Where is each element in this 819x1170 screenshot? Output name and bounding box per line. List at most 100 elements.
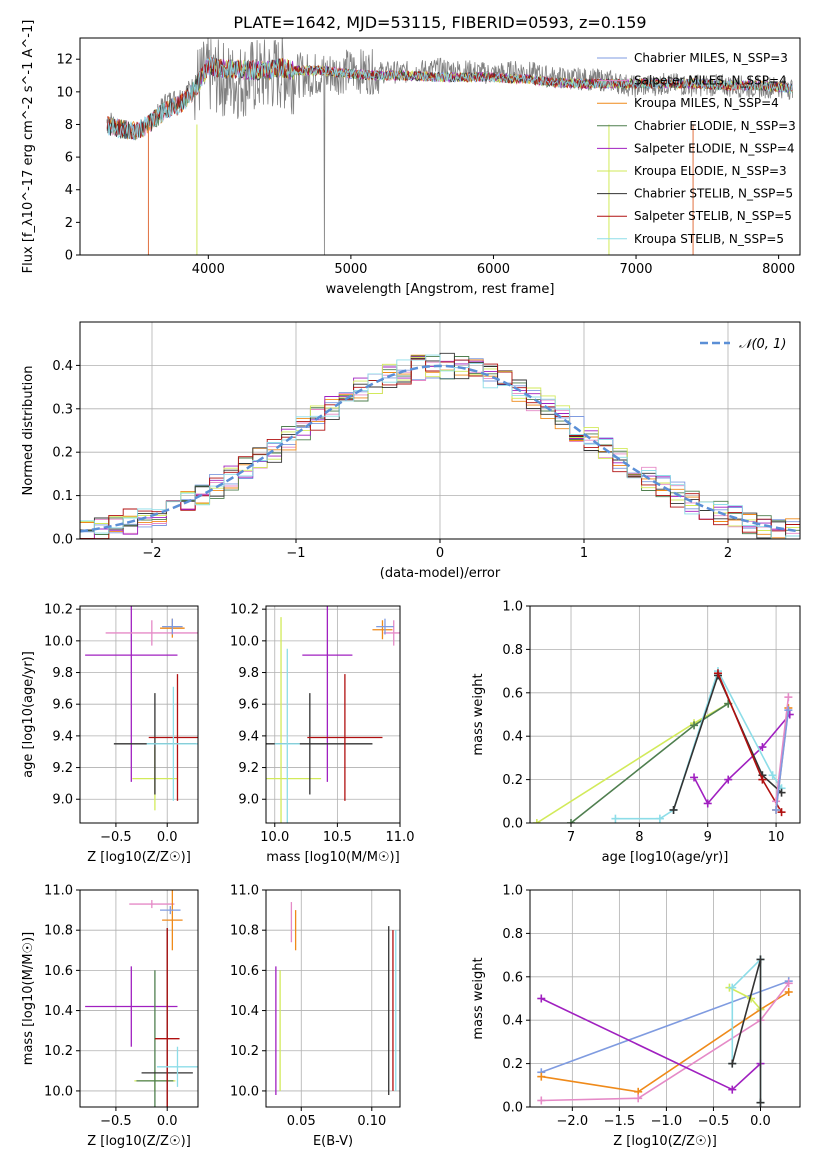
x-tick-label: −1.5 bbox=[604, 1114, 636, 1129]
age-vs-metallicity-panel: −0.5 0.0 9.0 9.2 9.4 9.6 9.8 10.0 10.2 Z [log10(Z… bbox=[21, 603, 199, 865]
weight-marker bbox=[784, 706, 793, 715]
weight-marker bbox=[728, 983, 737, 992]
x-tick-label: 0.10 bbox=[357, 1114, 386, 1129]
y-tick-label: 10.8 bbox=[44, 924, 73, 939]
y-tick-label: 10.4 bbox=[44, 1004, 73, 1019]
y-tick-label: 11.0 bbox=[44, 884, 73, 899]
x-tick-label: 5000 bbox=[334, 262, 367, 277]
mass-vs-reddening-panel: 0.05 0.10 10.0 10.2 10.4 10.6 10.8 11.0 E(B-V) bbox=[230, 884, 401, 1149]
axes-frame bbox=[265, 889, 401, 1108]
grid bbox=[266, 889, 400, 1107]
model-spectrum-line bbox=[106, 56, 793, 140]
grid bbox=[530, 605, 800, 824]
legend-label: Kroupa STELIB, N_SSP=5 bbox=[634, 232, 784, 246]
legend: Chabrier MILES, N_SSP=3 Salpeter MILES, N… bbox=[597, 51, 796, 246]
y-tick-label: 0.4 bbox=[502, 730, 523, 745]
y-tick-label: 1.0 bbox=[502, 884, 523, 899]
y-tick-label: 0.3 bbox=[52, 402, 73, 417]
y-tick-label: 0.4 bbox=[52, 359, 73, 374]
weight-marker bbox=[537, 1096, 546, 1105]
x-tick-label: 10.5 bbox=[323, 830, 352, 845]
x-tick-label: 11.0 bbox=[386, 830, 415, 845]
x-tick-label: 2 bbox=[724, 546, 732, 561]
x-tick-label: 0.0 bbox=[157, 1114, 178, 1129]
y-tick-label: 9.2 bbox=[52, 761, 73, 776]
y-tick-label: 0.0 bbox=[502, 817, 523, 832]
errorbar-point bbox=[372, 620, 393, 640]
mass-weight-vs-metallicity-panel: −2.0 −1.5 −1.0 −0.5 0.0 0.0 0.2 0.4 0.6 0.8 1.0 Z [… bbox=[471, 884, 801, 1149]
weight-line bbox=[615, 669, 783, 820]
y-tick-label: 10.0 bbox=[230, 634, 259, 649]
weight-marker bbox=[703, 799, 712, 808]
weight-marker bbox=[655, 814, 664, 823]
y-tick-label: 10.0 bbox=[44, 634, 73, 649]
errorbar-point bbox=[307, 674, 383, 801]
errorbar-point bbox=[148, 674, 198, 801]
y-tick-label: 12 bbox=[56, 53, 73, 68]
y-axis-label: mass weight bbox=[471, 673, 486, 755]
x-axis-label: Z [log10(Z/Z☉)] bbox=[87, 1134, 191, 1149]
x-tick-label: 10.0 bbox=[260, 830, 289, 845]
weight-marker bbox=[756, 955, 765, 964]
mass-vs-metallicity-panel: −0.5 0.0 10.0 10.2 10.4 10.6 10.8 11.0 Z [log10(… bbox=[21, 884, 199, 1149]
y-tick-label: 0.1 bbox=[52, 489, 73, 504]
y-tick-label: 4 bbox=[65, 183, 73, 198]
x-tick-label: 8000 bbox=[762, 262, 795, 277]
legend: 𝒩(0, 1) bbox=[700, 337, 786, 352]
y-tick-label: 10.4 bbox=[230, 1004, 259, 1019]
y-tick-label: 9.6 bbox=[52, 698, 73, 713]
x-tick-label: −1 bbox=[286, 546, 305, 561]
y-tick-label: 10.2 bbox=[230, 1044, 259, 1059]
x-axis-label: (data-model)/error bbox=[380, 566, 501, 581]
weight-marker bbox=[728, 1085, 737, 1094]
x-tick-label: −0.5 bbox=[100, 830, 132, 845]
y-tick-label: 0 bbox=[65, 249, 73, 264]
errorbar-point bbox=[129, 900, 175, 909]
x-axis-label: Z [log10(Z/Z☉)] bbox=[87, 850, 191, 865]
weight-line bbox=[570, 702, 729, 823]
weight-marker bbox=[669, 805, 678, 814]
y-tick-label: 11.0 bbox=[230, 884, 259, 899]
y-tick-label: 0.6 bbox=[502, 686, 523, 701]
y-tick-label: 9.6 bbox=[238, 698, 259, 713]
grid bbox=[80, 606, 198, 823]
axes-frame bbox=[79, 605, 199, 824]
weight-line bbox=[541, 991, 790, 1093]
x-tick-label: −0.5 bbox=[100, 1114, 132, 1129]
legend-label: Salpeter STELIB, N_SSP=5 bbox=[634, 209, 792, 223]
x-tick-label: 4000 bbox=[192, 262, 225, 277]
grid bbox=[80, 889, 198, 1107]
weight-marker bbox=[532, 819, 541, 823]
legend-label: Salpeter MILES, N_SSP=4 bbox=[634, 74, 787, 88]
weight-marker bbox=[634, 1094, 643, 1103]
y-tick-label: 9.4 bbox=[52, 729, 73, 744]
y-tick-label: 9.2 bbox=[238, 761, 259, 776]
weight-marker bbox=[690, 773, 699, 782]
age-vs-mass-panel: 10.0 10.5 11.0 9.0 9.2 9.4 9.6 9.8 10.0 10.2 mass … bbox=[230, 603, 415, 865]
legend-label: Kroupa MILES, N_SSP=4 bbox=[634, 96, 779, 110]
weight-marker bbox=[772, 805, 781, 814]
y-tick-label: 10.0 bbox=[44, 1084, 73, 1099]
y-axis-label: Flux [f_λ10^-17 erg cm^-2 s^-1 A^-1] bbox=[21, 20, 36, 274]
weight-marker bbox=[777, 808, 786, 817]
y-tick-label: 0.2 bbox=[502, 1057, 523, 1072]
plot-area bbox=[80, 352, 800, 539]
weight-marker bbox=[611, 814, 620, 823]
legend-label: Chabrier ELODIE, N_SSP=3 bbox=[634, 119, 796, 133]
model-spectrum-line bbox=[107, 56, 793, 139]
weight-marker bbox=[768, 771, 777, 780]
y-tick-label: 0.2 bbox=[502, 773, 523, 788]
x-axis-label: age [log10(age/yr)] bbox=[602, 850, 729, 865]
x-axis-label: E(B-V) bbox=[313, 1134, 353, 1149]
axes-frame bbox=[529, 605, 801, 824]
x-axis-label: wavelength [Angstrom, rest frame] bbox=[326, 282, 555, 297]
axes-frame bbox=[79, 37, 801, 256]
weight-marker bbox=[567, 819, 576, 823]
mass-weight-vs-age-panel: 7 8 9 10 0.0 0.2 0.4 0.6 0.8 1.0 age [log10(age/yr… bbox=[471, 600, 801, 865]
y-tick-label: 9.4 bbox=[238, 729, 259, 744]
weight-line bbox=[731, 959, 762, 1103]
errorbar-point bbox=[160, 906, 181, 915]
y-tick-label: 0.0 bbox=[52, 533, 73, 548]
y-tick-label: 10.2 bbox=[44, 1044, 73, 1059]
